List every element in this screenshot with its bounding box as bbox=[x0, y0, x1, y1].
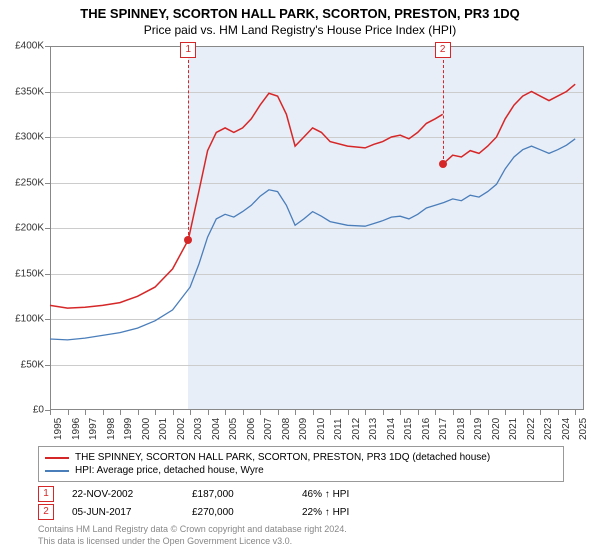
x-tick-label: 2011 bbox=[333, 418, 344, 440]
x-tick-label: 2008 bbox=[281, 418, 292, 440]
series-spinney bbox=[50, 93, 443, 308]
x-tick-label: 1998 bbox=[106, 418, 117, 440]
y-tick-label: £350K bbox=[0, 86, 44, 97]
y-tick-label: £250K bbox=[0, 177, 44, 188]
legend-swatch bbox=[45, 470, 69, 472]
x-tick-label: 2009 bbox=[298, 418, 309, 440]
footer-line: This data is licensed under the Open Gov… bbox=[38, 536, 347, 548]
legend-swatch bbox=[45, 457, 69, 459]
x-tick-label: 1999 bbox=[123, 418, 134, 440]
x-tick-label: 2001 bbox=[158, 418, 169, 440]
footer-attribution: Contains HM Land Registry data © Crown c… bbox=[38, 524, 347, 547]
marker-dot-2 bbox=[439, 160, 447, 168]
x-tick-label: 2021 bbox=[508, 418, 519, 440]
x-tick-label: 2018 bbox=[456, 418, 467, 440]
x-tick-label: 2015 bbox=[403, 418, 414, 440]
x-tick-label: 2004 bbox=[211, 418, 222, 440]
sale-pct: 46% ↑ HPI bbox=[302, 489, 349, 500]
footer-line: Contains HM Land Registry data © Crown c… bbox=[38, 524, 347, 536]
x-tick-label: 2022 bbox=[526, 418, 537, 440]
sale-pct: 22% ↑ HPI bbox=[302, 507, 349, 518]
line-series-svg bbox=[50, 46, 584, 410]
chart-container: THE SPINNEY, SCORTON HALL PARK, SCORTON,… bbox=[0, 0, 600, 560]
x-tick-label: 2016 bbox=[421, 418, 432, 440]
legend-row: THE SPINNEY, SCORTON HALL PARK, SCORTON,… bbox=[45, 451, 557, 464]
x-tick-label: 2007 bbox=[263, 418, 274, 440]
series-hpi bbox=[50, 139, 575, 340]
x-tick-label: 2024 bbox=[561, 418, 572, 440]
sale-row: 2 05-JUN-2017 £270,000 22% ↑ HPI bbox=[38, 503, 349, 521]
x-tick-label: 2014 bbox=[386, 418, 397, 440]
sale-price: £270,000 bbox=[192, 507, 302, 518]
y-tick-label: £150K bbox=[0, 268, 44, 279]
x-tick-label: 2019 bbox=[473, 418, 484, 440]
x-tick-label: 2006 bbox=[246, 418, 257, 440]
y-tick-label: £0 bbox=[0, 405, 44, 416]
marker-dot-1 bbox=[184, 236, 192, 244]
series-spinney2 bbox=[443, 84, 576, 164]
x-tick-label: 2005 bbox=[228, 418, 239, 440]
sale-marker-box: 1 bbox=[38, 486, 54, 502]
x-tick-label: 1997 bbox=[88, 418, 99, 440]
y-tick-label: £300K bbox=[0, 132, 44, 143]
x-tick-label: 2025 bbox=[578, 418, 589, 440]
y-tick-label: £100K bbox=[0, 314, 44, 325]
x-tick-label: 1995 bbox=[53, 418, 64, 440]
chart-subtitle: Price paid vs. HM Land Registry's House … bbox=[0, 21, 600, 41]
x-tick-label: 2000 bbox=[141, 418, 152, 440]
y-tick-label: £200K bbox=[0, 223, 44, 234]
marker-box-1: 1 bbox=[180, 42, 196, 58]
legend-box: THE SPINNEY, SCORTON HALL PARK, SCORTON,… bbox=[38, 446, 564, 482]
sale-date: 22-NOV-2002 bbox=[72, 489, 192, 500]
legend-label: THE SPINNEY, SCORTON HALL PARK, SCORTON,… bbox=[75, 452, 490, 463]
legend-row: HPI: Average price, detached house, Wyre bbox=[45, 464, 557, 477]
sale-marker-box: 2 bbox=[38, 504, 54, 520]
y-tick-label: £50K bbox=[0, 359, 44, 370]
x-tick-label: 2017 bbox=[438, 418, 449, 440]
x-tick-label: 1996 bbox=[71, 418, 82, 440]
x-tick-label: 2020 bbox=[491, 418, 502, 440]
sale-price: £187,000 bbox=[192, 489, 302, 500]
chart-title: THE SPINNEY, SCORTON HALL PARK, SCORTON,… bbox=[0, 0, 600, 21]
marker-box-2: 2 bbox=[435, 42, 451, 58]
plot-area: 12 £0£50K£100K£150K£200K£250K£300K£350K£… bbox=[50, 46, 584, 410]
y-tick-label: £400K bbox=[0, 41, 44, 52]
x-tick-label: 2012 bbox=[351, 418, 362, 440]
sales-table: 1 22-NOV-2002 £187,000 46% ↑ HPI 2 05-JU… bbox=[38, 485, 349, 521]
sale-row: 1 22-NOV-2002 £187,000 46% ↑ HPI bbox=[38, 485, 349, 503]
x-tick-label: 2010 bbox=[316, 418, 327, 440]
sale-date: 05-JUN-2017 bbox=[72, 507, 192, 518]
x-tick-label: 2002 bbox=[176, 418, 187, 440]
legend-label: HPI: Average price, detached house, Wyre bbox=[75, 465, 264, 476]
x-tick-label: 2003 bbox=[193, 418, 204, 440]
x-tick-label: 2013 bbox=[368, 418, 379, 440]
x-tick-label: 2023 bbox=[543, 418, 554, 440]
